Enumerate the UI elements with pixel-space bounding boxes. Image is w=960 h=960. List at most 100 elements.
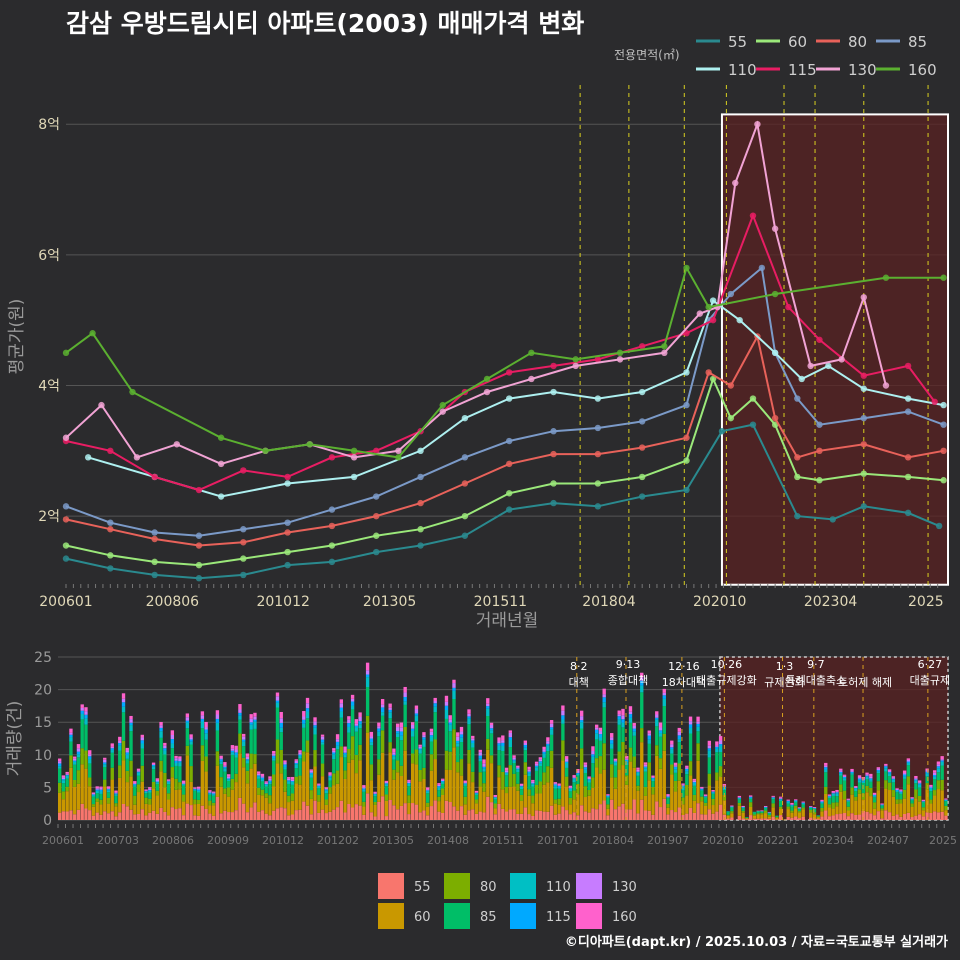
volume-bar-55 — [538, 810, 543, 820]
volume-bar-115 — [632, 728, 636, 732]
volume-bar-55 — [234, 810, 238, 820]
volume-bar-130 — [294, 760, 298, 764]
volume-bar-55 — [140, 809, 144, 820]
volume-bar-130 — [670, 744, 674, 748]
volume-x-tick-label: 202201 — [757, 834, 799, 847]
volume-bar-55 — [812, 818, 817, 820]
volume-bar-60 — [534, 793, 539, 811]
volume-bar-160 — [133, 781, 137, 784]
volume-bar-80 — [640, 728, 644, 743]
credit-text: ©디아파트(dapt.kr) / 2025.10.03 / 자료=국토교통부 실… — [564, 935, 948, 950]
volume-bar-60 — [685, 795, 689, 814]
volume-bar-85 — [598, 740, 603, 757]
volume-bar-160 — [76, 744, 81, 749]
volume-bar-115 — [640, 680, 644, 686]
volume-bar-85 — [181, 785, 186, 795]
data-point-115 — [195, 486, 203, 494]
volume-bar-130 — [362, 787, 366, 789]
volume-bar-85 — [88, 763, 92, 778]
volume-bar-160 — [610, 733, 614, 738]
volume-chart: 05101520258·2대책9·13종합대책12·1618차대책10·26대출… — [5, 650, 957, 929]
data-point-80 — [904, 454, 912, 461]
volume-bar-85 — [831, 795, 835, 803]
data-point-85 — [550, 428, 557, 435]
volume-bar-110 — [362, 789, 366, 792]
volume-bar-85 — [726, 812, 730, 815]
volume-bar-110 — [185, 722, 190, 729]
volume-bar-55 — [899, 816, 903, 820]
volume-bar-55 — [384, 816, 389, 820]
volume-bar-80 — [283, 779, 287, 792]
volume-bar-85 — [283, 769, 287, 780]
volume-bar-80 — [84, 750, 88, 769]
volume-bar-85 — [564, 767, 569, 777]
volume-bar-60 — [223, 793, 227, 811]
volume-bar-160 — [929, 784, 933, 787]
volume-bar-110 — [144, 791, 148, 794]
volume-bar-115 — [662, 695, 666, 699]
volume-bar-85 — [703, 797, 708, 803]
volume-bar-60 — [88, 786, 92, 811]
volume-bar-85 — [170, 748, 175, 768]
data-point-60 — [709, 375, 717, 383]
volume-bar-80 — [846, 806, 850, 811]
volume-bar-160 — [268, 776, 272, 779]
volume-bar-160 — [737, 795, 742, 798]
volume-bar-110 — [700, 789, 704, 791]
volume-bar-130 — [902, 773, 907, 775]
volume-bar-110 — [309, 774, 313, 778]
volume-bar-60 — [812, 814, 817, 819]
volume-bar-60 — [553, 803, 558, 815]
volume-bar-60 — [771, 807, 775, 817]
volume-bar-130 — [148, 788, 152, 790]
volume-bar-160 — [238, 704, 242, 710]
data-point-55 — [749, 421, 757, 428]
volume-bar-60 — [163, 787, 167, 812]
volume-bar-55 — [726, 818, 730, 820]
volume-bar-160 — [294, 759, 298, 761]
volume-bar-110 — [245, 760, 250, 764]
volume-bar-110 — [298, 756, 302, 759]
volume-bar-60 — [320, 776, 325, 810]
volume-bar-110 — [595, 733, 599, 740]
x-tick-label: 201804 — [582, 594, 636, 610]
volume-bar-160 — [812, 807, 817, 808]
volume-bar-55 — [343, 812, 347, 820]
volume-bar-55 — [347, 804, 351, 820]
volume-bar-160 — [332, 748, 336, 751]
volume-bar-160 — [181, 780, 186, 783]
volume-bar-115 — [613, 761, 618, 763]
data-point-60 — [151, 558, 158, 566]
volume-bar-60 — [433, 759, 437, 801]
volume-bar-85 — [238, 719, 242, 734]
volume-bar-110 — [230, 752, 235, 755]
volume-bar-115 — [910, 798, 914, 800]
volume-bar-80 — [625, 775, 629, 785]
volume-bar-60 — [944, 810, 948, 816]
volume-bar-60 — [662, 750, 666, 799]
policy-date: 6·27 — [918, 658, 943, 671]
volume-bar-55 — [760, 818, 764, 820]
volume-bar-85 — [287, 783, 291, 796]
volume-bar-160 — [467, 709, 471, 714]
volume-bar-130 — [61, 777, 66, 780]
volume-bar-160 — [722, 784, 727, 786]
volume-bar-115 — [223, 766, 227, 769]
volume-bar-85 — [820, 803, 824, 808]
volume-bar-55 — [249, 807, 253, 820]
volume-bar-130 — [591, 751, 595, 755]
volume-bar-160 — [125, 747, 129, 751]
volume-bar-80 — [76, 770, 81, 784]
volume-bar-55 — [155, 813, 159, 820]
volume-bar-85 — [489, 733, 494, 756]
volume-bar-110 — [519, 786, 524, 790]
volume-bar-160 — [121, 693, 126, 699]
data-point-55 — [718, 428, 726, 435]
data-point-110 — [825, 362, 832, 370]
volume-bar-55 — [313, 800, 317, 820]
volume-bar-110 — [538, 763, 543, 767]
volume-bar-115 — [771, 797, 775, 798]
volume-bar-80 — [467, 749, 471, 764]
volume-bar-115 — [801, 802, 805, 804]
volume-bar-55 — [377, 801, 381, 820]
